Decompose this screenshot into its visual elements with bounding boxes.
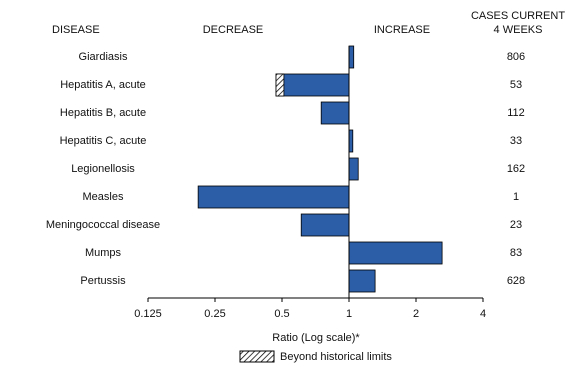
category-label: Hepatitis A, acute xyxy=(60,79,146,91)
cases-value: 53 xyxy=(510,79,522,91)
x-axis-label: Ratio (Log scale)* xyxy=(272,332,360,344)
x-tick-label: 0.5 xyxy=(274,308,289,320)
cases-value: 1 xyxy=(513,191,519,203)
beyond-limits xyxy=(275,73,285,97)
category-label: Hepatitis C, acute xyxy=(60,135,147,147)
category-label: Hepatitis B, acute xyxy=(60,107,146,119)
header-increase: INCREASE xyxy=(374,24,430,36)
header-decrease: DECREASE xyxy=(203,24,264,36)
x-tick-label: 2 xyxy=(413,308,419,320)
category-label: Giardiasis xyxy=(79,51,128,63)
cases-value: 628 xyxy=(507,275,525,287)
x-tick-label: 4 xyxy=(480,308,486,320)
x-tick-label: 1 xyxy=(346,308,352,320)
cases-value: 162 xyxy=(507,163,525,175)
x-tick-label: 0.125 xyxy=(134,308,162,320)
header-cases: 4 WEEKS xyxy=(494,24,543,36)
bar xyxy=(275,73,350,97)
bar xyxy=(348,45,355,69)
bar xyxy=(197,185,350,209)
header-cases: CASES CURRENT xyxy=(471,10,565,22)
category-label: Mumps xyxy=(85,247,122,259)
bar xyxy=(348,157,359,181)
legend-label: Beyond historical limits xyxy=(280,351,392,363)
category-label: Legionellosis xyxy=(71,163,135,175)
x-tick-label: 0.25 xyxy=(204,308,225,320)
legend-swatch xyxy=(239,350,275,363)
header-disease: DISEASE xyxy=(52,24,100,36)
category-label: Measles xyxy=(83,191,124,203)
cases-value: 33 xyxy=(510,135,522,147)
category-label: Pertussis xyxy=(80,275,126,287)
cases-value: 806 xyxy=(507,51,525,63)
category-label: Meningococcal disease xyxy=(46,219,160,231)
bar xyxy=(320,101,350,125)
cases-value: 112 xyxy=(507,107,525,119)
bar xyxy=(348,129,354,153)
bar xyxy=(348,269,376,293)
cases-value: 23 xyxy=(510,219,522,231)
cases-value: 83 xyxy=(510,247,522,259)
bar xyxy=(348,241,443,265)
bar xyxy=(300,213,350,237)
